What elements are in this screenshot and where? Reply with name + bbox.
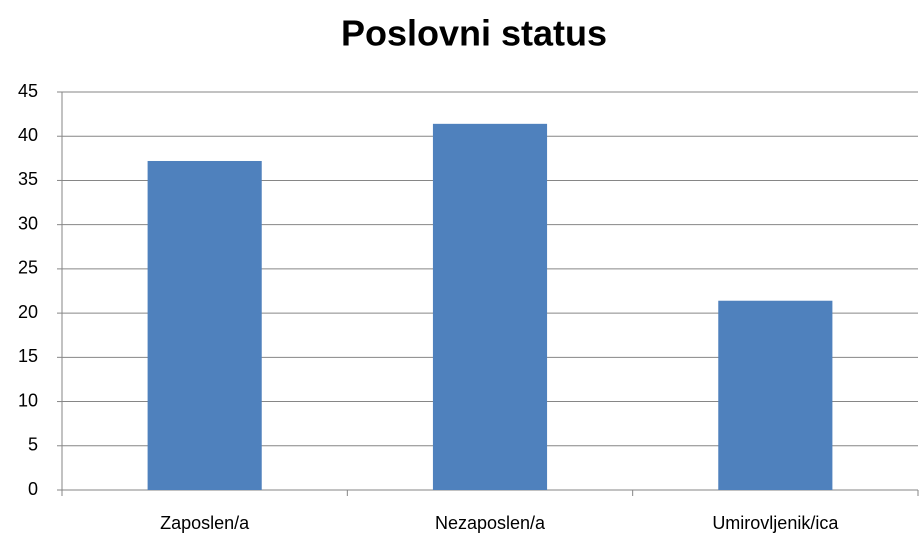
y-tick-label: 30 — [18, 213, 38, 233]
y-tick-label: 25 — [18, 258, 38, 278]
y-tick-label: 20 — [18, 302, 38, 322]
y-tick-label: 15 — [18, 346, 38, 366]
y-tick-label: 10 — [18, 390, 38, 410]
y-tick-label: 40 — [18, 125, 38, 145]
y-tick-label: 5 — [28, 435, 38, 455]
bar — [432, 123, 548, 490]
chart-title: Poslovni status — [341, 13, 607, 54]
bar — [718, 300, 833, 490]
x-tick-label: Nezaposlen/a — [435, 513, 546, 533]
y-tick-label: 45 — [18, 81, 38, 101]
bar — [147, 160, 262, 490]
y-tick-label: 0 — [28, 479, 38, 499]
x-tick-label: Zaposlen/a — [160, 513, 250, 533]
y-tick-label: 35 — [18, 169, 38, 189]
x-tick-label: Umirovljenik/ica — [712, 513, 839, 533]
